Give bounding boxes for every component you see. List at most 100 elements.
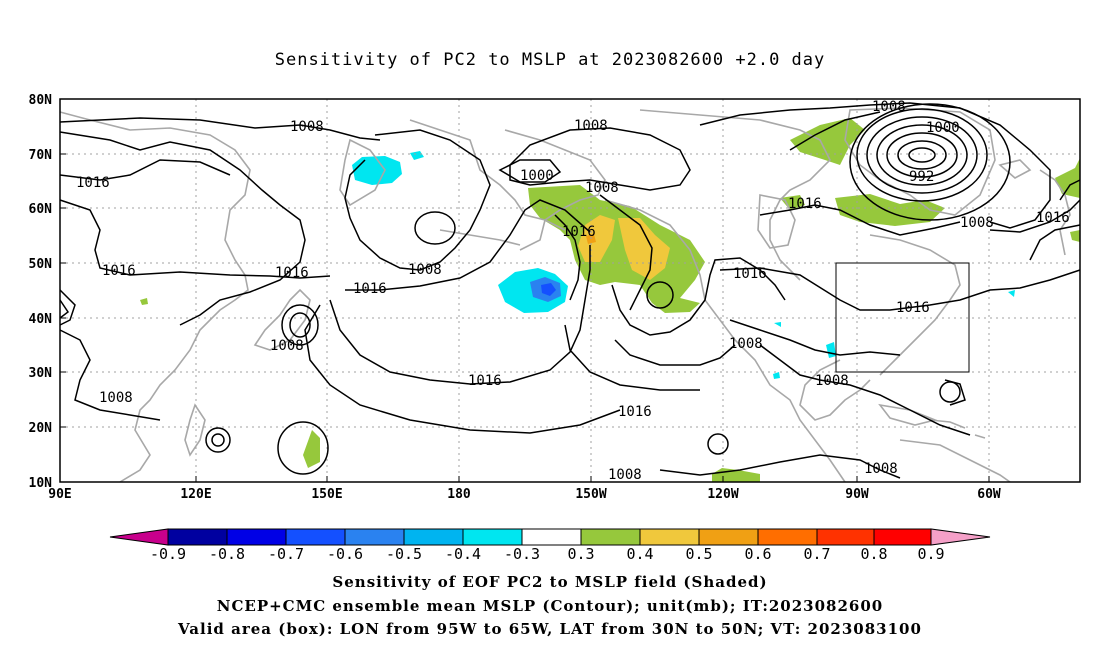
lon-label: 120W	[707, 487, 738, 502]
shade-cyan-atlantic-dot	[1008, 290, 1015, 297]
coastline-canada-north	[639, 109, 831, 281]
colorbar	[109, 528, 991, 546]
colorbar-labels: -0.9 -0.8 -0.7 -0.6 -0.5 -0.4 -0.3 0.3 0…	[150, 545, 945, 563]
colorbar-label: -0.5	[386, 545, 422, 563]
contour-label: 1008	[872, 99, 906, 115]
caption-shaded: Sensitivity of EOF PC2 to MSLP field (Sh…	[332, 573, 768, 591]
coastline-cuba	[878, 403, 938, 426]
colorbar-label: 0.7	[803, 545, 830, 563]
contour-label: 1000	[926, 120, 960, 136]
coastline-na-west	[604, 199, 846, 483]
lon-label: 120E	[180, 487, 211, 502]
contour-label: 1008	[270, 338, 304, 354]
contour-label: 992	[909, 169, 934, 185]
lat-label: 80N	[29, 93, 53, 108]
shade-green-labrador	[835, 194, 945, 226]
contour-label: 1016	[618, 404, 652, 420]
shade-yellow-gulf-alaska-1	[578, 215, 615, 262]
lat-axis-labels: 80N 70N 60N 50N 40N 30N 20N 10N	[29, 93, 53, 491]
coastline-na-east	[869, 234, 961, 376]
colorbar-label: 0.3	[567, 545, 594, 563]
coastline-gulf-mexico	[799, 359, 871, 421]
contour-label: 1016	[1036, 210, 1070, 226]
lat-label: 20N	[29, 421, 53, 436]
lon-axis-labels: 90E 120E 150E 180 150W 120W 90W 60W	[48, 487, 1001, 502]
contour-label-group: 1008 1008 1008 1000 1016 1000 1008 992 1…	[76, 99, 1070, 483]
contour-label: 1008	[290, 119, 324, 135]
colorbar-label: -0.6	[327, 545, 363, 563]
contour-label: 1008	[815, 373, 849, 389]
colorbar-swatch	[757, 528, 818, 546]
valid-area-box	[835, 262, 970, 373]
colorbar-arrow-right	[930, 528, 991, 546]
contour-label: 1016	[353, 281, 387, 297]
coastline-philippines	[184, 403, 206, 457]
colorbar-label: -0.4	[445, 545, 481, 563]
coastline-caribbean	[929, 419, 986, 439]
colorbar-label: 0.6	[744, 545, 771, 563]
colorbar-arrow-left	[109, 528, 169, 546]
shade-cyan-dot	[773, 372, 780, 379]
colorbar-swatch	[344, 528, 405, 546]
shade-green-west-pacific	[303, 430, 320, 468]
contour-label: 1008	[574, 118, 608, 134]
coastline-japan	[253, 288, 311, 351]
colorbar-swatch	[639, 528, 700, 546]
coastlines	[59, 107, 1071, 483]
colorbar-swatch	[167, 528, 228, 546]
contour-label: 1008	[99, 390, 133, 406]
contour-label: 1000	[520, 168, 554, 184]
colorbar-label: -0.7	[268, 545, 304, 563]
shade-green-hudson	[780, 195, 805, 210]
colorbar-swatch	[226, 528, 287, 546]
lat-label: 70N	[29, 148, 53, 163]
coastline-greenland	[844, 107, 996, 216]
contour-label: 1016	[788, 196, 822, 212]
colorbar-label: -0.9	[150, 545, 186, 563]
shade-cyan-north-pacific	[352, 156, 402, 185]
coastline-europe	[1039, 169, 1071, 256]
caption-contour: NCEP+CMC ensemble mean MSLP (Contour); u…	[216, 597, 884, 615]
lon-label: 90E	[48, 487, 71, 502]
shade-green-small-dot	[140, 298, 148, 305]
contour-label: 1016	[102, 263, 136, 279]
contour-label: 1016	[468, 373, 502, 389]
lat-label: 40N	[29, 312, 53, 327]
sensitivity-shading	[140, 118, 1080, 482]
shade-cyan-small-dot	[410, 151, 424, 160]
colorbar-label: 0.9	[917, 545, 944, 563]
mslp-contours	[59, 102, 1081, 479]
lat-label: 60N	[29, 202, 53, 217]
caption-valid-area: Valid area (box): LON from 95W to 65W, L…	[178, 620, 922, 638]
contour-label: 1016	[275, 265, 309, 281]
contour-label: 1008	[864, 461, 898, 477]
contour-label: 1016	[562, 224, 596, 240]
lon-label: 180	[447, 487, 471, 502]
contour-label: 1008	[408, 262, 442, 278]
colorbar-swatch	[403, 528, 464, 546]
colorbar-label: -0.3	[504, 545, 540, 563]
colorbar-swatch	[462, 528, 523, 546]
colorbar-swatch	[698, 528, 759, 546]
lon-label: 90W	[845, 487, 869, 502]
colorbar-swatch	[580, 528, 641, 546]
shade-cyan-dot-2	[774, 322, 781, 327]
shade-yellow-gulf-alaska-2	[618, 218, 670, 280]
colorbar-swatch	[816, 528, 875, 546]
colorbar-swatch	[285, 528, 346, 546]
coastline-east-asia	[59, 111, 251, 483]
colorbar-swatch	[873, 528, 932, 546]
coastline-siberia-east	[409, 119, 566, 231]
map-border	[59, 98, 1081, 483]
lon-label: 150W	[575, 487, 606, 502]
lon-label: 60W	[977, 487, 1001, 502]
contour-label: 1016	[733, 266, 767, 282]
contour-label: 1008	[585, 180, 619, 196]
contour-label: 1016	[76, 175, 110, 191]
lon-label: 150E	[311, 487, 342, 502]
coastline-south-america	[899, 439, 1011, 483]
coastline-kamchatka	[339, 138, 386, 207]
coastline-alaska	[504, 129, 606, 251]
colorbar-label: -0.8	[209, 545, 245, 563]
